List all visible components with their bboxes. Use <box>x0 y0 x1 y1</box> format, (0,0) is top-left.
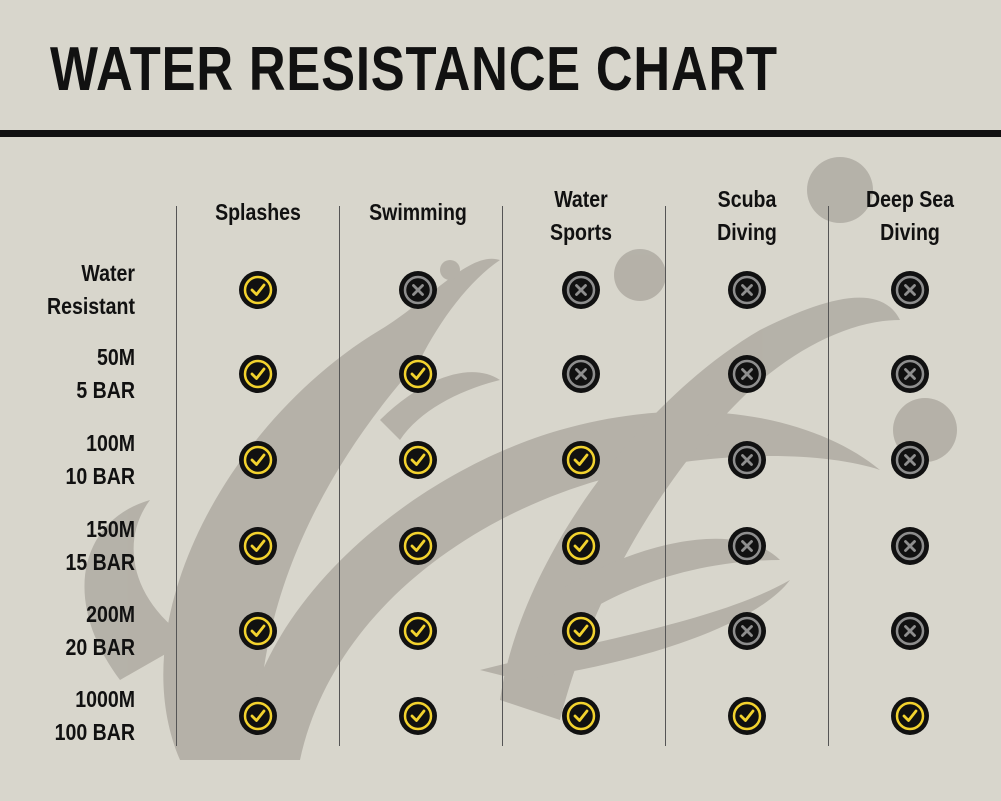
check-circle-icon <box>238 354 278 394</box>
column-divider <box>176 206 177 746</box>
column-header-line: Sports <box>550 219 612 245</box>
x-circle-icon <box>398 270 438 310</box>
check-circle-icon <box>398 526 438 566</box>
column-header-line: Water <box>554 186 608 212</box>
row-header-line: Water <box>81 260 135 286</box>
x-circle-icon <box>561 354 601 394</box>
check-circle-icon <box>561 440 601 480</box>
check-circle-icon <box>238 270 278 310</box>
x-circle-icon <box>890 440 930 480</box>
row-header: 50M 5 BAR <box>8 341 135 407</box>
row-header-line: 10 BAR <box>65 463 135 489</box>
check-circle-icon <box>238 611 278 651</box>
row-header-line: 100M <box>86 430 135 456</box>
x-circle-icon <box>727 526 767 566</box>
column-header-line: Deep Sea <box>865 186 955 212</box>
row-header-line: 150M <box>86 516 135 542</box>
check-circle-icon <box>398 696 438 736</box>
column-divider <box>502 206 503 746</box>
column-header: Water Sports <box>522 183 641 249</box>
x-circle-icon <box>890 354 930 394</box>
row-header: Water Resistant <box>8 257 136 323</box>
page-title: WATER RESISTANCE CHART <box>50 35 778 104</box>
check-circle-icon <box>398 611 438 651</box>
check-circle-icon <box>561 526 601 566</box>
column-header-line: Swimming <box>369 199 467 225</box>
x-circle-icon <box>890 526 930 566</box>
check-circle-icon <box>561 696 601 736</box>
column-header: Scuba Diving <box>688 183 807 249</box>
row-header-line: 5 BAR <box>76 377 135 403</box>
column-header-line: Splashes <box>215 199 301 225</box>
row-header: 1000M 100 BAR <box>8 683 135 749</box>
column-header-line: Diving <box>717 219 777 245</box>
check-circle-icon <box>398 440 438 480</box>
check-circle-icon <box>238 526 278 566</box>
check-circle-icon <box>561 611 601 651</box>
column-header-line: Scuba <box>717 186 777 212</box>
x-circle-icon <box>727 270 767 310</box>
check-circle-icon <box>398 354 438 394</box>
column-header-line: Diving <box>880 219 940 245</box>
column-divider <box>665 206 666 746</box>
x-circle-icon <box>727 354 767 394</box>
x-circle-icon <box>890 270 930 310</box>
row-header: 100M 10 BAR <box>8 427 135 493</box>
x-circle-icon <box>727 611 767 651</box>
check-circle-icon <box>238 440 278 480</box>
title-divider <box>0 130 1001 137</box>
column-header: Deep Sea Diving <box>851 183 970 249</box>
column-divider <box>828 206 829 746</box>
check-circle-icon <box>727 696 767 736</box>
column-header: Splashes <box>199 196 318 229</box>
row-header: 200M 20 BAR <box>8 598 135 664</box>
row-header-line: 1000M <box>75 686 135 712</box>
row-header-line: 15 BAR <box>65 549 135 575</box>
check-circle-icon <box>238 696 278 736</box>
row-header-line: 50M <box>96 344 135 370</box>
x-circle-icon <box>727 440 767 480</box>
row-header-line: 20 BAR <box>65 634 135 660</box>
column-header: Swimming <box>359 196 478 229</box>
row-header-line: 100 BAR <box>54 719 135 745</box>
column-divider <box>339 206 340 746</box>
x-circle-icon <box>890 611 930 651</box>
row-header-line: Resistant <box>46 293 136 319</box>
row-header: 150M 15 BAR <box>8 513 135 579</box>
x-circle-icon <box>561 270 601 310</box>
check-circle-icon <box>890 696 930 736</box>
row-header-line: 200M <box>86 601 135 627</box>
